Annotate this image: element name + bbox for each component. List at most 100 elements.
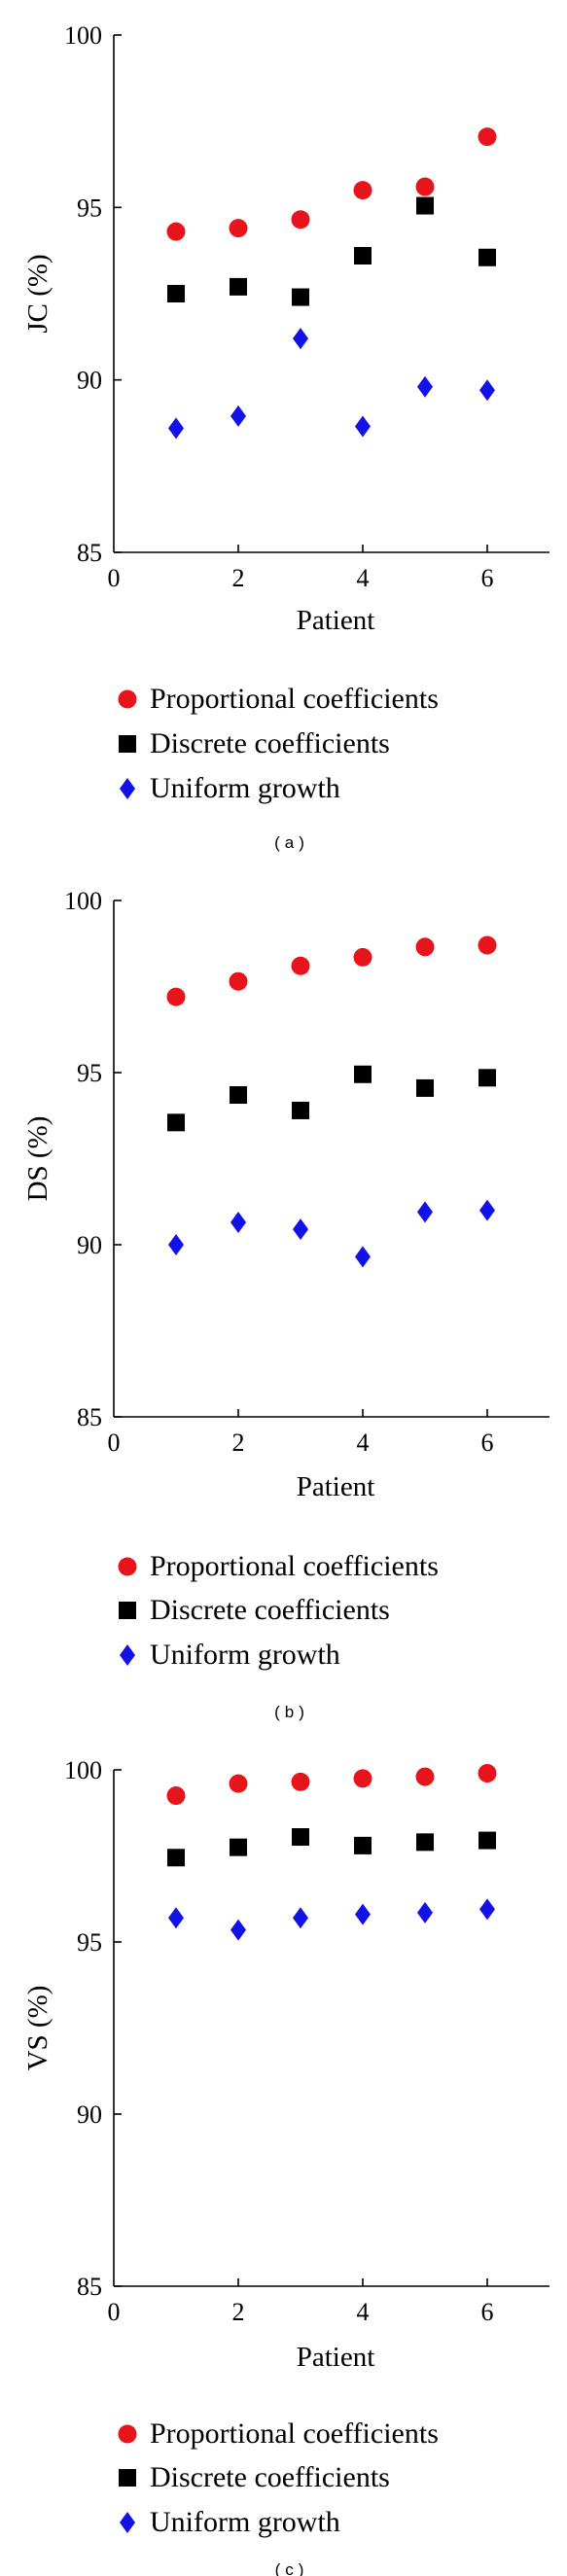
y-tick-label: 85 bbox=[77, 1403, 102, 1431]
data-point bbox=[166, 1786, 186, 1806]
data-point bbox=[478, 127, 497, 147]
panel-caption: (a) bbox=[274, 833, 309, 852]
data-point bbox=[354, 246, 372, 265]
x-tick-label: 4 bbox=[357, 2298, 370, 2326]
x-tick-label: 2 bbox=[232, 2298, 245, 2326]
data-point bbox=[353, 181, 372, 200]
data-point bbox=[230, 405, 246, 427]
x-axis-label: Patient bbox=[297, 605, 375, 636]
data-point bbox=[293, 1907, 308, 1929]
data-point bbox=[479, 1898, 495, 1921]
data-point bbox=[415, 1767, 435, 1786]
legend-marker bbox=[118, 2424, 137, 2444]
data-point bbox=[353, 947, 372, 967]
y-tick-label: 85 bbox=[77, 539, 102, 567]
x-tick-label: 6 bbox=[481, 1429, 494, 1457]
data-point bbox=[355, 415, 371, 438]
y-tick-label: 95 bbox=[77, 1928, 102, 1957]
legend-label: Proportional coefficients bbox=[150, 683, 439, 715]
data-point bbox=[354, 1836, 372, 1854]
data-point bbox=[417, 1201, 433, 1223]
x-axis-label: Patient bbox=[297, 1471, 375, 1502]
data-point bbox=[478, 1831, 496, 1850]
data-point bbox=[416, 1078, 434, 1097]
legend-label: Uniform growth bbox=[150, 772, 340, 804]
data-point bbox=[167, 1113, 185, 1132]
legend-marker bbox=[120, 1644, 135, 1666]
data-point bbox=[416, 196, 434, 215]
data-point bbox=[479, 379, 495, 402]
x-tick-label: 0 bbox=[108, 1429, 121, 1457]
data-point bbox=[354, 1065, 372, 1083]
x-tick-label: 2 bbox=[232, 1429, 245, 1457]
y-tick-label: 95 bbox=[77, 1059, 102, 1087]
chart-panel-2: 85 90 95 100 0 2 4 6 Patient DS (%) Proportional c… bbox=[22, 887, 549, 1721]
y-tick-label: 90 bbox=[77, 367, 102, 395]
data-point bbox=[230, 1211, 246, 1233]
y-axis-label: JC (%) bbox=[22, 254, 53, 333]
data-point bbox=[168, 417, 184, 440]
y-tick-label: 90 bbox=[77, 1231, 102, 1259]
data-point bbox=[291, 1772, 310, 1791]
data-point bbox=[478, 248, 496, 266]
y-tick-label: 100 bbox=[64, 21, 102, 50]
data-point bbox=[292, 288, 309, 306]
data-point bbox=[416, 1833, 434, 1852]
data-point bbox=[167, 285, 185, 302]
data-point bbox=[166, 222, 186, 241]
legend-label: Proportional coefficients bbox=[150, 1550, 439, 1582]
data-point bbox=[417, 375, 433, 398]
data-point bbox=[230, 1838, 247, 1856]
y-tick-label: 90 bbox=[77, 2100, 102, 2129]
data-point bbox=[478, 1069, 496, 1087]
legend-marker bbox=[120, 2512, 135, 2533]
chart-panel-3: 85 90 95 100 0 2 4 6 Patient VS (%) Proportional c… bbox=[22, 1756, 549, 2576]
data-point bbox=[168, 1234, 184, 1255]
data-point bbox=[355, 1903, 371, 1925]
data-point bbox=[229, 219, 248, 238]
legend-marker bbox=[120, 778, 135, 799]
data-point bbox=[293, 328, 308, 350]
data-point bbox=[292, 1101, 309, 1119]
data-point bbox=[479, 1199, 495, 1221]
x-tick-label: 6 bbox=[481, 2298, 494, 2326]
legend-marker bbox=[119, 2469, 136, 2487]
data-point bbox=[167, 1849, 185, 1867]
x-tick-label: 0 bbox=[108, 2298, 121, 2326]
data-point bbox=[166, 987, 186, 1006]
data-point bbox=[478, 935, 497, 955]
legend-label: Proportional coefficients bbox=[150, 2417, 439, 2450]
x-tick-label: 2 bbox=[232, 564, 245, 592]
y-axis-label: DS (%) bbox=[22, 1116, 53, 1202]
legend-label: Uniform growth bbox=[150, 1639, 340, 1671]
data-point bbox=[417, 1901, 433, 1923]
x-tick-label: 4 bbox=[357, 1429, 370, 1457]
data-point bbox=[230, 1086, 247, 1105]
data-point bbox=[291, 956, 310, 975]
x-tick-label: 6 bbox=[481, 564, 494, 592]
data-point bbox=[415, 937, 435, 957]
y-tick-label: 100 bbox=[64, 1756, 102, 1784]
data-point bbox=[355, 1246, 371, 1268]
data-point bbox=[478, 1764, 497, 1783]
legend-marker bbox=[118, 1557, 137, 1576]
y-tick-label: 85 bbox=[77, 2273, 102, 2301]
data-point bbox=[229, 1774, 248, 1793]
chart-panel-1: 85 90 95 100 0 2 4 6 Patient JC (%) Proportional c… bbox=[22, 21, 549, 852]
panel-caption: (c) bbox=[275, 2560, 309, 2576]
panel-caption: (b) bbox=[274, 1703, 309, 1721]
x-tick-label: 4 bbox=[357, 564, 370, 592]
data-point bbox=[292, 1828, 309, 1847]
data-point bbox=[353, 1769, 372, 1788]
legend-marker bbox=[118, 689, 137, 709]
data-point bbox=[230, 277, 247, 296]
legend-label: Uniform growth bbox=[150, 2506, 340, 2538]
x-tick-label: 0 bbox=[108, 564, 121, 592]
legend-marker bbox=[119, 735, 136, 753]
y-axis-label: VS (%) bbox=[22, 1986, 53, 2071]
legend-marker bbox=[119, 1602, 136, 1619]
data-point bbox=[168, 1907, 184, 1929]
y-tick-label: 95 bbox=[77, 194, 102, 222]
data-point bbox=[230, 1919, 246, 1941]
